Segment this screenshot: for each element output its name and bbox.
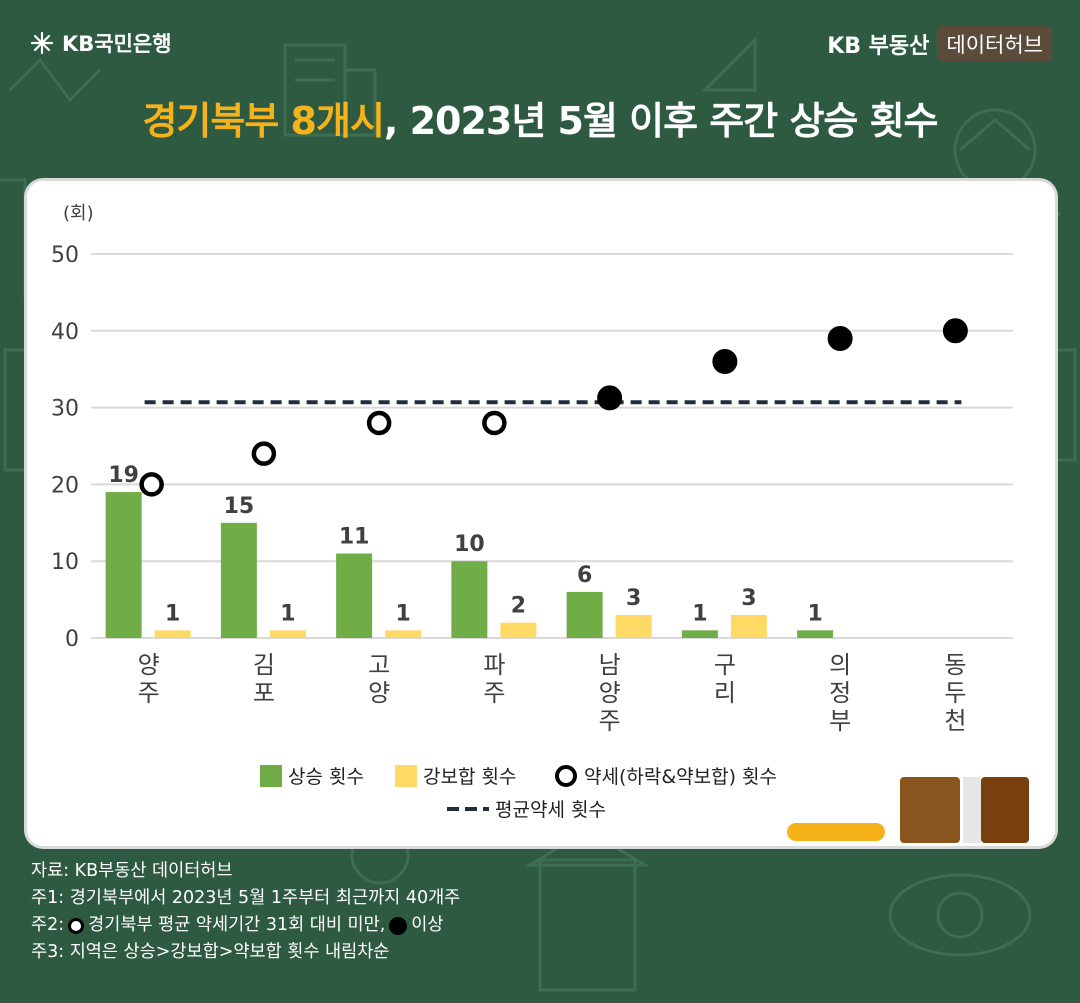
weak-point-hollow — [366, 410, 392, 436]
note-2: 주2: 경기북부 평균 약세기간 31회 대비 미만, 이상 — [31, 912, 460, 939]
hollow-dot-icon — [68, 917, 85, 934]
weak-point-filled — [597, 385, 623, 411]
data-label-rise: 10 — [454, 532, 485, 557]
book-decoration — [981, 777, 1029, 843]
footnotes: 자료: KB부동산 데이터허브 주1: 경기북부에서 2023년 5월 1주부터… — [31, 858, 460, 966]
page-title: 경기북부 8개시, 2023년 5월 이후 주간 상승 횟수 — [0, 90, 1080, 145]
bar-rise — [105, 492, 142, 638]
kb-bank-logo: KB국민은행 — [30, 28, 172, 58]
bar-rise — [451, 561, 488, 638]
data-label-flat: 1 — [395, 601, 410, 626]
note-3: 주3: 지역은 상승>강보합>약보합 횟수 내림차순 — [31, 942, 390, 962]
weak-point-hollow — [139, 472, 164, 497]
bar-flat — [500, 622, 537, 638]
data-label-rise: 11 — [339, 525, 370, 550]
weak-point-hollow — [482, 410, 507, 436]
legend-label-rise: 상승 횟수 — [288, 766, 364, 788]
data-label-rise: 15 — [224, 494, 255, 519]
note-2-prefix: 주2: — [31, 915, 65, 935]
y-axis-unit: (회) — [63, 203, 94, 224]
bar-flat — [615, 614, 652, 638]
bar-rise — [681, 630, 718, 638]
weak-point-filled — [942, 318, 968, 344]
data-label-rise: 19 — [108, 463, 139, 488]
bank-name: KB국민은행 — [62, 32, 172, 56]
data-label-flat: 2 — [511, 594, 526, 619]
pencil-decoration — [787, 823, 885, 841]
y-tick-label: 10 — [51, 550, 79, 575]
data-label-rise: 6 — [577, 563, 592, 588]
note-2-mid: 경기북부 평균 약세기간 31회 대비 미만, — [88, 915, 386, 935]
y-tick-label: 50 — [51, 243, 79, 268]
data-label-flat: 3 — [626, 586, 641, 611]
star-icon — [30, 31, 54, 55]
y-tick-label: 20 — [51, 473, 79, 498]
bar-flat — [730, 614, 767, 638]
weak-point-hollow — [251, 441, 277, 466]
data-label-flat: 1 — [280, 601, 295, 626]
data-label-rise: 1 — [807, 601, 822, 626]
filled-dot-icon — [389, 916, 408, 935]
data-label-flat: 3 — [741, 586, 756, 611]
bar-flat — [269, 630, 306, 638]
y-tick-label: 30 — [51, 397, 79, 422]
legend-swatch-weak — [555, 765, 577, 787]
bar-rise — [797, 630, 834, 638]
title-rest: , 2023년 5월 이후 주간 상승 횟수 — [383, 99, 939, 143]
bar-flat — [385, 630, 422, 638]
data-label-rise: 1 — [692, 601, 707, 626]
legend-swatch-flat — [395, 765, 417, 787]
note-2-suffix: 이상 — [411, 915, 444, 935]
book-decoration — [963, 777, 981, 843]
realestate-name: KB 부동산 — [827, 34, 930, 59]
title-highlight: 경기북부 8개시 — [142, 99, 384, 143]
note-1: 주1: 경기북부에서 2023년 5월 1주부터 최근까지 40개주 — [31, 888, 461, 908]
chart-card: 0 10 20 30 40 50 (회) 19 1 양 주 15 1 김 포 11 1 고 양 10 2 파 주 6 3 남 양 주 1… — [27, 181, 1055, 846]
legend-swatch-rise — [260, 765, 282, 787]
legend-label-avg: 평균약세 횟수 — [495, 799, 606, 821]
bar-rise — [336, 553, 373, 638]
y-tick-label: 40 — [51, 320, 79, 345]
legend-label-weak: 약세(하락&약보합) 횟수 — [584, 766, 777, 788]
kb-realestate-logo: KB 부동산 데이터허브 — [827, 26, 1052, 62]
source-note: 자료: KB부동산 데이터허브 — [31, 861, 233, 881]
legend-label-flat: 강보합 횟수 — [423, 766, 516, 788]
data-label-flat: 1 — [165, 601, 180, 626]
bar-rise — [220, 522, 257, 638]
y-tick-label: 0 — [65, 627, 79, 652]
weak-point-filled — [712, 349, 738, 375]
weak-point-filled — [827, 325, 853, 351]
datahub-badge: 데이터허브 — [937, 26, 1052, 62]
bar-flat — [154, 630, 191, 638]
bar-rise — [566, 591, 603, 638]
book-decoration — [900, 777, 960, 843]
